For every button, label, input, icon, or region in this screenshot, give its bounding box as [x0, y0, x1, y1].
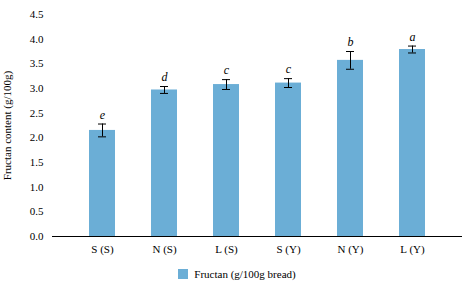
svg-text:e: e: [100, 108, 106, 122]
svg-text:3.0: 3.0: [30, 82, 44, 94]
svg-text:c: c: [224, 63, 230, 77]
svg-text:0.0: 0.0: [30, 230, 44, 242]
svg-text:b: b: [348, 35, 354, 49]
svg-text:4.5: 4.5: [30, 8, 44, 20]
svg-text:2.0: 2.0: [30, 131, 44, 143]
svg-text:1.5: 1.5: [30, 156, 44, 168]
svg-text:a: a: [410, 30, 416, 44]
svg-text:c: c: [286, 62, 292, 76]
svg-text:1.0: 1.0: [30, 181, 44, 193]
svg-text:d: d: [162, 70, 169, 84]
svg-text:Fructan content (g/100g): Fructan content (g/100g): [1, 70, 14, 180]
svg-text:N (Y): N (Y): [338, 243, 364, 256]
svg-text:L (S): L (S): [215, 243, 238, 256]
svg-text:2.5: 2.5: [30, 107, 44, 119]
svg-text:L (Y): L (Y): [400, 243, 425, 256]
html-text:Fructan (g/100g bread): Fructan (g/100g bread): [194, 268, 296, 280]
svg-text:0.5: 0.5: [30, 205, 44, 217]
svg-text:3.5: 3.5: [30, 57, 44, 69]
svg-text:4.0: 4.0: [30, 33, 44, 45]
svg-text:N (S): N (S): [152, 243, 176, 256]
svg-text:S (Y): S (Y): [276, 243, 300, 256]
svg-text:S (S): S (S): [91, 243, 114, 256]
